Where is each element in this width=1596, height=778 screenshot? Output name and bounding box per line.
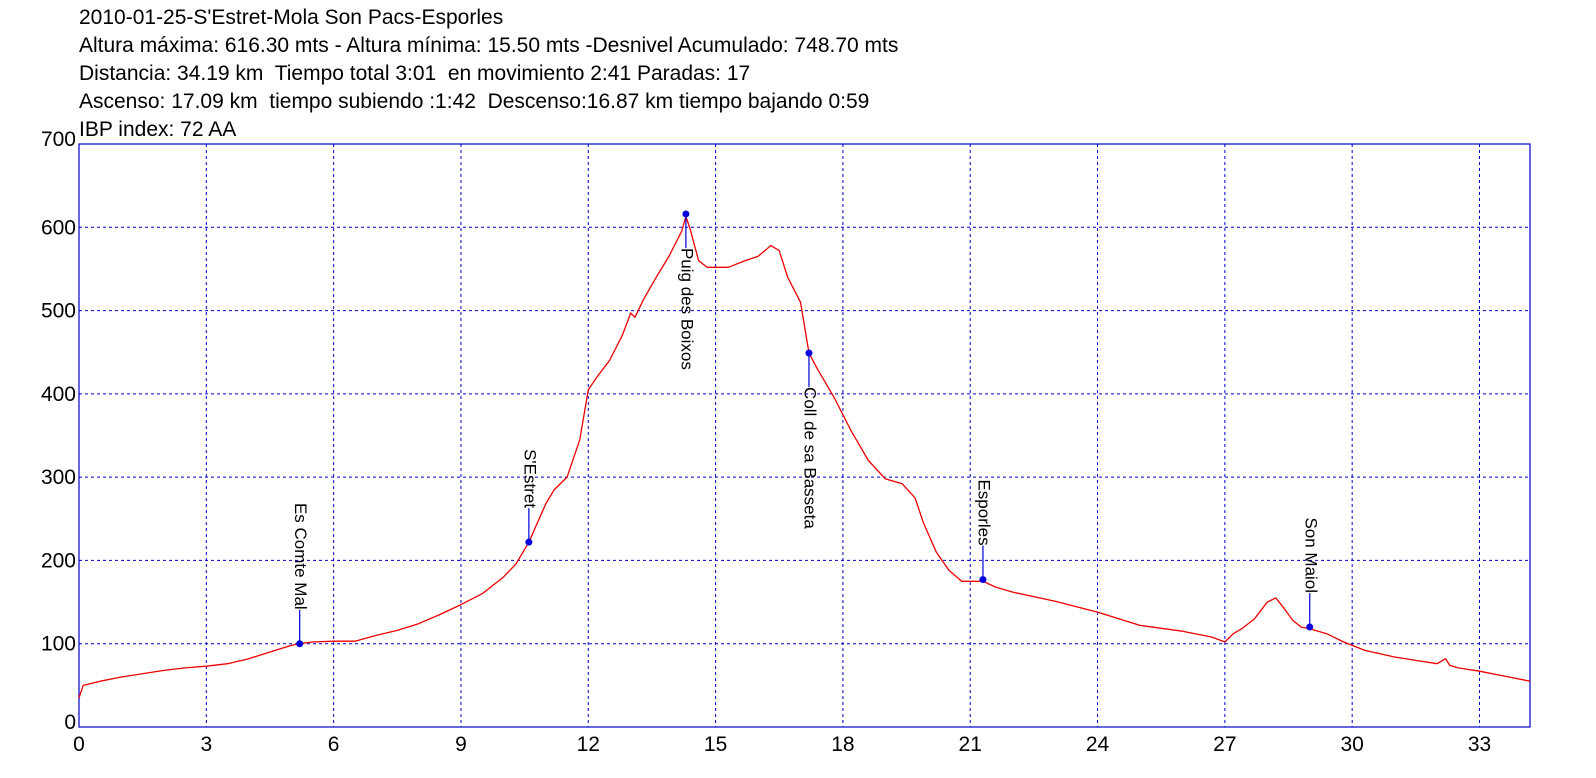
stats-altitude: Altura máxima: 616.30 mts - Altura mínim… (79, 34, 899, 57)
waypoint-label: S'Estret (520, 449, 539, 508)
x-tick-label: 9 (455, 733, 467, 756)
chart-title: 2010-01-25-S'Estret-Mola Son Pacs-Esporl… (79, 6, 504, 29)
y-tick-label: 300 (41, 466, 76, 489)
y-tick-label: 400 (41, 383, 76, 406)
y-tick-label: 0 (64, 711, 76, 734)
waypoint-dot (1306, 623, 1314, 631)
y-tick-label: 500 (41, 300, 76, 323)
stats-ibp-index: IBP index: 72 AA (79, 118, 237, 141)
waypoint-dot (682, 210, 690, 218)
waypoint-label: Esporles (974, 479, 993, 545)
chart-header: 2010-01-25-S'Estret-Mola Son Pacs-Esporl… (79, 4, 898, 144)
x-tick-label: 30 (1340, 733, 1363, 756)
x-tick-label: 18 (831, 733, 854, 756)
y-tick-label: 200 (41, 549, 76, 572)
x-tick-label: 0 (73, 733, 85, 756)
x-tick-label: 12 (577, 733, 600, 756)
x-tick-label: 24 (1086, 733, 1110, 756)
x-tick-label: 33 (1468, 733, 1491, 756)
waypoint-dot (525, 538, 533, 546)
y-tick-label: 100 (41, 633, 76, 656)
waypoint-label: Son Maiol (1301, 517, 1320, 593)
waypoint-dot (805, 349, 813, 357)
waypoint-label: Coll de sa Basseta (800, 387, 819, 529)
waypoint-label: Puig des Boixos (677, 248, 696, 370)
waypoint-dot (979, 576, 987, 584)
y-tick-label: 700 (41, 128, 76, 151)
x-tick-label: 3 (200, 733, 212, 756)
waypoint-dot (296, 640, 304, 648)
elevation-line (78, 215, 1531, 699)
y-tick-label: 600 (41, 216, 76, 239)
plot-frame (78, 143, 1531, 728)
x-tick-label: 15 (704, 733, 727, 756)
x-tick-label: 21 (959, 733, 982, 756)
stats-ascent-descent: Ascenso: 17.09 km tiempo subiendo :1:42 … (79, 90, 870, 113)
x-tick-label: 6 (328, 733, 340, 756)
stats-distance-time: Distancia: 34.19 km Tiempo total 3:01 en… (79, 62, 751, 85)
x-tick-label: 27 (1213, 733, 1236, 756)
waypoint-label: Es Comte Mal (291, 503, 310, 610)
